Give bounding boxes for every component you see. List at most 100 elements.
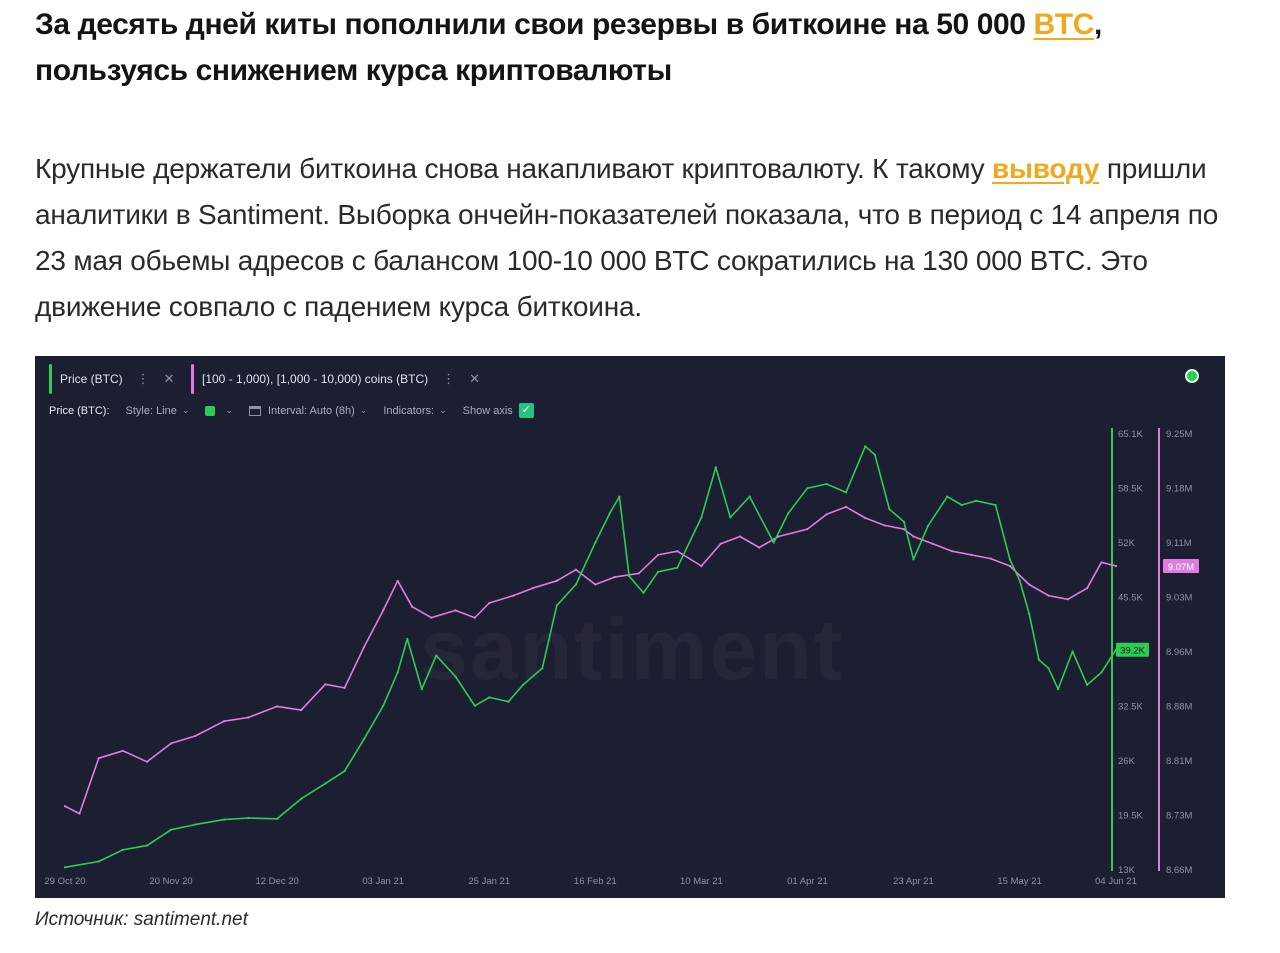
holdings-series-line-point <box>594 583 597 586</box>
y-left-tick-label: 52K <box>1118 538 1136 549</box>
price-series-line-point <box>825 482 828 486</box>
price-series-line-point <box>864 445 867 448</box>
price-series-line-point <box>276 817 279 820</box>
y-right-tick-label: 9.11M <box>1166 538 1192 549</box>
holdings-series-line-point <box>78 812 81 815</box>
price-series-line-point <box>63 866 67 869</box>
holdings-series-line-point <box>512 594 515 597</box>
price-series-line-point <box>362 738 365 741</box>
y-right-tick-label: 9.03M <box>1166 593 1192 604</box>
holdings-series-line-point <box>738 535 742 538</box>
santiment-watermark: santiment <box>420 601 844 700</box>
holdings-series-line-point <box>1114 564 1118 568</box>
price-series-line-point <box>1086 683 1089 686</box>
holdings-series-line-point <box>454 609 457 612</box>
holdings-series-line-point <box>63 805 67 808</box>
holdings-series-line-point <box>382 609 385 612</box>
calendar-icon <box>248 405 261 416</box>
holdings-series-line-point <box>555 579 558 582</box>
conclusion-link[interactable]: выводу <box>992 153 1100 184</box>
price-series-line-point <box>555 604 558 607</box>
price-series-line-point <box>223 818 226 821</box>
x-tick-label: 25 Jan 21 <box>468 876 510 887</box>
holdings-series-line-point <box>970 553 973 556</box>
holdings-series-line-point <box>473 616 476 619</box>
image-caption: Источник: santiment.net <box>35 909 248 930</box>
price-series-line-point <box>926 524 930 527</box>
close-icon[interactable]: ✕ <box>469 371 481 386</box>
y-right-tick-label: 8.88M <box>1166 702 1192 713</box>
holdings-series-line-point <box>931 542 934 545</box>
holdings-series-line-point <box>1100 561 1103 564</box>
price-series-line-point <box>194 823 197 826</box>
x-tick-label: 04 Jun 21 <box>1095 876 1137 887</box>
holdings-series-line-point <box>637 572 640 575</box>
holdings-series-line-point <box>488 601 491 605</box>
indicators-label: Indicators: <box>383 404 435 417</box>
interval-dropdown[interactable]: Interval: Auto (8h) ⌄ <box>248 404 368 417</box>
chart-toolbar: Price (BTC): Style: Line ⌄ ⌄ Interval: Au… <box>49 403 550 418</box>
price-series-line-point <box>454 675 457 678</box>
holdings-series-line-point <box>430 616 433 619</box>
price-series-line-point <box>729 516 732 519</box>
x-tick-label: 03 Jan 21 <box>362 876 404 887</box>
holdings-current-badge <box>1163 559 1199 574</box>
holdings-series-line-point <box>883 524 886 527</box>
price-current-badge <box>1116 642 1149 657</box>
price-series-line-point <box>435 654 438 657</box>
more-options-icon[interactable]: ⋮ <box>136 371 150 386</box>
style-dropdown[interactable]: Style: Line ⌄ <box>126 405 190 417</box>
price-series-line-point <box>1008 558 1012 561</box>
metric-chip-price-label: Price (BTC) <box>60 372 123 386</box>
close-icon[interactable]: ✕ <box>163 371 175 386</box>
y-left-tick-label: 26K <box>1118 756 1136 767</box>
x-tick-label: 29 Oct 20 <box>44 876 85 887</box>
price-series-line-point <box>382 704 385 707</box>
price-series-line-point <box>1100 671 1103 674</box>
holdings-series-line-point <box>276 705 279 708</box>
price-series-line-point <box>541 667 544 670</box>
price-series-line-point <box>1018 579 1021 582</box>
chevron-down-icon: ⌄ <box>359 405 368 415</box>
holdings-series-line-point <box>912 535 915 538</box>
article-lead: Крупные держатели биткоина снова накапли… <box>35 146 1255 330</box>
price-color-bar <box>49 364 52 394</box>
price-series-line-point <box>656 570 660 573</box>
y-left-tick-label: 65.1K <box>1118 429 1143 440</box>
x-tick-label: 20 Nov 20 <box>149 876 192 887</box>
headline-tail: , пользуясь снижением курса криптовалюты <box>35 8 1102 87</box>
show-axis-toggle[interactable]: Show axis ✓ <box>463 403 534 418</box>
interval-label: Interval: Auto (8h) <box>267 404 355 417</box>
indicators-dropdown[interactable]: Indicators: ⌄ <box>383 405 446 417</box>
metric-chip-holdings[interactable]: [100 - 1,000), [1,000 - 10,000) coins (B… <box>191 364 480 394</box>
y-left-tick-label: 58.5K <box>1118 484 1143 495</box>
price-series-line-point <box>844 491 848 494</box>
chevron-down-icon: ⌄ <box>181 405 190 415</box>
holdings-series-line-point <box>951 550 954 553</box>
holdings-series-line-point <box>656 553 660 556</box>
x-tick-label: 16 Feb 21 <box>574 876 617 887</box>
y-right-tick-label: 8.96M <box>1166 647 1192 658</box>
y-right-tick-label: 8.66M <box>1166 865 1192 876</box>
metric-chip-price[interactable]: Price (BTC) ⋮ ✕ <box>49 364 175 394</box>
x-tick-label: 10 Mar 21 <box>680 876 723 887</box>
more-options-icon[interactable]: ⋮ <box>442 371 456 386</box>
holdings-series-line-point <box>989 557 992 560</box>
price-series-line-point <box>676 566 679 569</box>
price-series-line-point <box>787 512 790 515</box>
x-tick-label: 15 May 21 <box>997 876 1041 887</box>
price-series-line-point <box>642 591 645 594</box>
color-swatch-icon <box>205 405 216 416</box>
btc-link[interactable]: BTC <box>1033 8 1095 41</box>
holdings-series-line-point <box>531 587 534 590</box>
holdings-current-label: 9.07M <box>1168 562 1194 573</box>
price-series-line-point <box>488 696 491 699</box>
price-series-line-point <box>473 704 476 707</box>
price-series-line-point <box>145 844 149 847</box>
x-tick-label: 01 Apr 21 <box>787 876 828 887</box>
price-series-line-point <box>594 541 597 544</box>
color-dropdown[interactable]: ⌄ <box>205 405 233 416</box>
holdings-series-line-point <box>411 605 414 608</box>
price-series-line-point <box>946 495 949 498</box>
price-series-line-point <box>1037 658 1040 661</box>
